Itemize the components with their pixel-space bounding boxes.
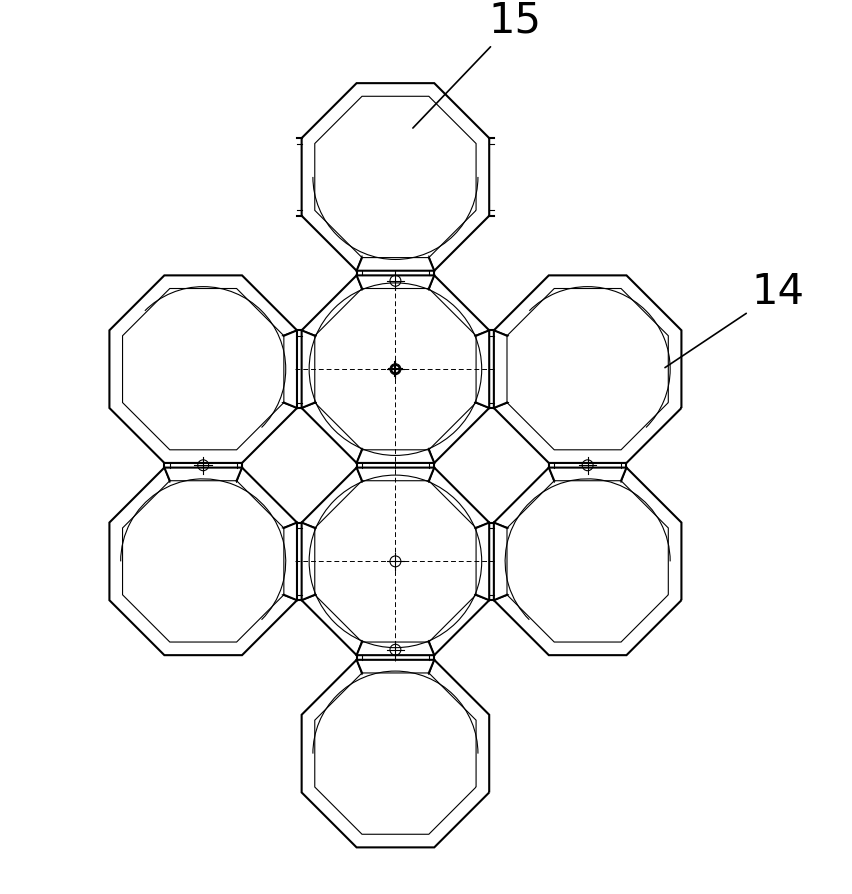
Text: 15: 15 [412,0,541,128]
Text: 14: 14 [665,271,803,367]
